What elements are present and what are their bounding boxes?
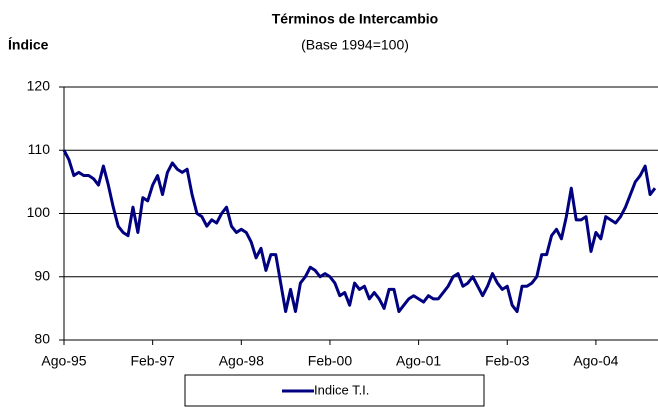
- y-tick-label: 110: [28, 141, 51, 157]
- x-tick-label: Feb-00: [308, 353, 353, 369]
- x-tick-label: Ago-01: [396, 353, 441, 369]
- legend-box: [184, 374, 485, 407]
- y-tick-label: 120: [27, 78, 51, 94]
- y-tick-label: 90: [34, 267, 50, 283]
- x-tick-label: Feb-97: [130, 353, 175, 369]
- y-tick-label: 80: [34, 331, 50, 347]
- chart-title: Términos de Intercambio: [272, 11, 438, 27]
- y-tick-label: 100: [27, 204, 51, 220]
- chart-subtitle: (Base 1994=100): [301, 37, 409, 53]
- data-line: [62, 149, 657, 314]
- x-tick-label: Ago-95: [41, 353, 86, 369]
- x-tick-label: Feb-03: [485, 353, 530, 369]
- y-axis-label: Índice: [8, 37, 49, 53]
- x-tick-label: Ago-04: [573, 353, 618, 369]
- x-tick-label: Ago-98: [219, 353, 264, 369]
- legend-label: Indice T.I.: [314, 382, 369, 397]
